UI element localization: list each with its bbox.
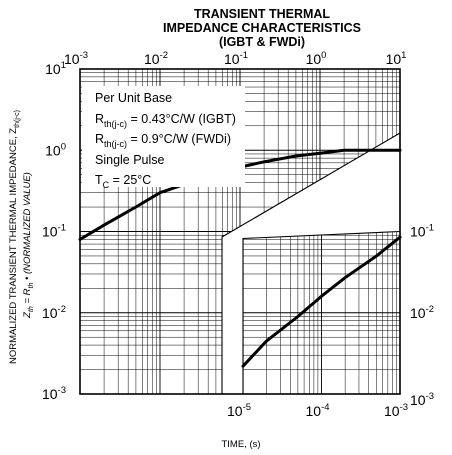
top-axis-tick-label: 10-3 [64,50,88,67]
left-axis-tick-label: 101 [45,60,66,77]
left-axis-tick-label: 10-2 [42,304,66,321]
annotation-line: Rth(j-c) = 0.9°C/W (FWDi) [95,132,231,149]
bottom-axis-tick-label: 10-4 [305,402,329,419]
top-axis-tick-label: 10-2 [144,50,168,67]
right-axis-tick-label: 10-1 [410,223,434,240]
annotation-line: Per Unit Base [95,91,172,105]
y-axis-label-line-2: Zth = Rth • (NORMALIZED VALUE) [22,172,35,319]
plot-frame [79,68,401,395]
chart-title-line-3: (IGBT & FWDi) [219,35,305,49]
top-axis-tick-label: 101 [386,50,407,67]
annotation-block: Per Unit Base Rth(j-c) = 0.43°C/W (IGBT) R… [95,91,236,190]
right-axis-tick-label: 10-2 [410,304,434,321]
right-axis-tick-label: 10-3 [410,391,434,408]
bottom-axis-tick-label: 10-5 [227,402,251,419]
chart-title: TRANSIENT THERMAL IMPEDANCE CHARACTERIST… [163,7,361,49]
chart-title-line-2: IMPEDANCE CHARACTERISTICS [163,21,361,35]
left-axis-tick-label: 10-1 [42,223,66,240]
bottom-axis-tick-label: 10-3 [384,402,408,419]
tick-labels: 10-3 10-2 10-1 100 101 101 100 10-1 10-2 10-3 10-5… [42,50,434,419]
left-axis-tick-label: 10-3 [42,385,66,402]
annotation-line: Rth(j-c) = 0.43°C/W (IGBT) [95,112,236,129]
x-axis-label: TIME, (s) [221,439,260,450]
annotation-line: Single Pulse [95,153,165,167]
top-axis-tick-label: 10-1 [224,50,248,67]
series-line-2 [241,235,402,368]
top-axis-tick-label: 100 [306,50,327,67]
y-axis-label-line-1: NORMALIZED TRANSIENT THERMAL IMPEDANCE, … [8,110,21,364]
left-axis-tick-label: 100 [45,141,66,158]
chart-title-line-1: TRANSIENT THERMAL [194,7,330,21]
annotation-box [82,86,245,187]
annotation-line: TC = 25°C [95,173,151,190]
